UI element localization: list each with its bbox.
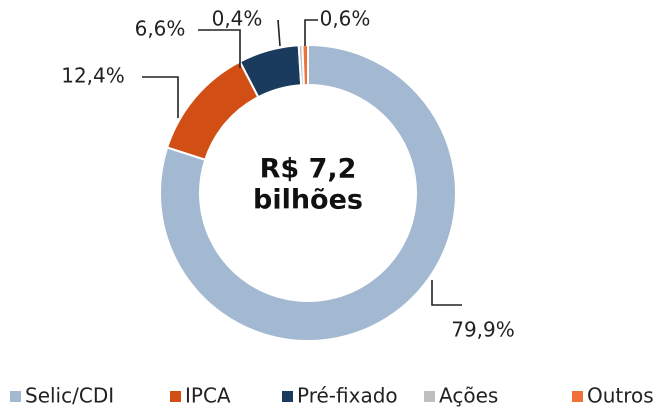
data-label: 0,6% (320, 7, 371, 31)
center-label: R$ 7,2 (260, 154, 357, 185)
data-label: 6,6% (135, 17, 186, 41)
legend-swatch (10, 391, 21, 402)
leader-line (198, 29, 241, 68)
leader-line (304, 19, 318, 46)
center-label: bilhões (253, 185, 363, 216)
legend-label: IPCA (185, 384, 231, 407)
legend-label: Outros (587, 384, 654, 407)
legend-label: Selic/CDI (25, 384, 114, 407)
data-label: 79,9% (451, 318, 515, 342)
leader-line (277, 19, 281, 47)
donut-slice (159, 43, 457, 342)
data-label: 0,4% (212, 7, 263, 31)
legend-swatch (170, 391, 181, 402)
legend-swatch (572, 391, 583, 402)
leader-line (142, 76, 179, 118)
leader-line (431, 280, 462, 306)
legend-label: Ações (439, 384, 498, 407)
donut-slice (165, 60, 260, 162)
legend-swatch (282, 391, 293, 402)
legend-label: Pré-fixado (297, 384, 398, 407)
legend-swatch (424, 391, 435, 402)
donut-slice (301, 43, 309, 87)
data-label: 12,4% (61, 64, 125, 88)
